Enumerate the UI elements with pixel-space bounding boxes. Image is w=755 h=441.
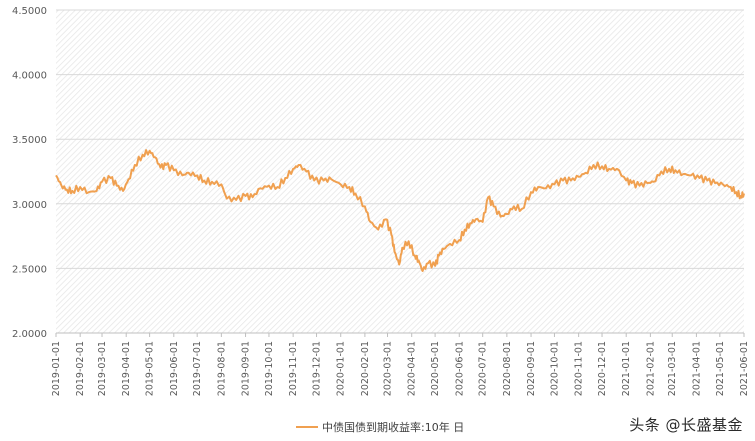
x-tick-label: 2020-06-01: [454, 341, 465, 396]
y-tick-label: 2.5000: [12, 264, 47, 275]
x-tick-label: 2020-11-01: [574, 341, 585, 396]
y-tick-label: 4.0000: [12, 71, 47, 82]
x-tick-label: 2020-02-01: [360, 341, 371, 396]
x-tick-label: 2019-02-01: [75, 341, 86, 396]
x-tick-label: 2019-05-01: [145, 341, 156, 396]
legend-label: 中债国债到期收益率:10年 日: [322, 420, 464, 434]
x-tick-label: 2019-09-01: [241, 341, 252, 396]
y-tick-label: 3.5000: [12, 135, 47, 146]
x-tick-label: 2019-10-01: [264, 341, 275, 396]
x-tick-label: 2019-04-01: [121, 341, 132, 396]
x-tick-label: 2019-01-01: [51, 341, 62, 396]
x-tick-label: 2019-11-01: [288, 341, 299, 396]
x-tick-label: 2019-07-01: [192, 341, 203, 396]
x-tick-label: 2021-03-01: [667, 341, 678, 396]
x-tick-label: 2019-03-01: [97, 341, 108, 396]
plot-area: [56, 10, 744, 333]
y-axis: 2.0000 2.5000 3.0000 3.5000 4.0000 4.5000: [12, 6, 47, 340]
x-tick-label: 2021-06-01: [739, 341, 750, 396]
x-tick-label: 2019-12-01: [312, 341, 323, 396]
x-tick-label: 2020-12-01: [597, 341, 608, 396]
legend: 中债国债到期收益率:10年 日: [296, 420, 464, 434]
x-tick-label: 2020-07-01: [478, 341, 489, 396]
x-tick-label: 2021-04-01: [691, 341, 702, 396]
x-tick-label: 2020-08-01: [502, 341, 513, 396]
x-axis: 2019-01-01 2019-02-01 2019-03-01 2019-04-01…: [51, 332, 750, 396]
x-tick-label: 2019-06-01: [169, 341, 180, 396]
x-tick-label: 2020-01-01: [336, 341, 347, 396]
x-tick-label: 2021-02-01: [645, 341, 656, 396]
y-tick-label: 3.0000: [12, 200, 47, 211]
x-tick-label: 2019-08-01: [216, 341, 227, 396]
x-tick-label: 2021-01-01: [621, 341, 632, 396]
x-tick-label: 2020-09-01: [526, 341, 537, 396]
x-tick-label: 2020-03-01: [383, 341, 394, 396]
y-tick-label: 4.5000: [12, 6, 47, 17]
x-tick-label: 2020-04-01: [407, 341, 418, 396]
x-tick-label: 2021-05-01: [715, 341, 726, 396]
x-tick-label: 2020-10-01: [549, 341, 560, 396]
watermark: 头条 @长盛基金: [629, 416, 743, 434]
y-tick-label: 2.0000: [12, 329, 47, 340]
series-line: [55, 149, 745, 272]
x-tick-label: 2020-05-01: [430, 341, 441, 396]
